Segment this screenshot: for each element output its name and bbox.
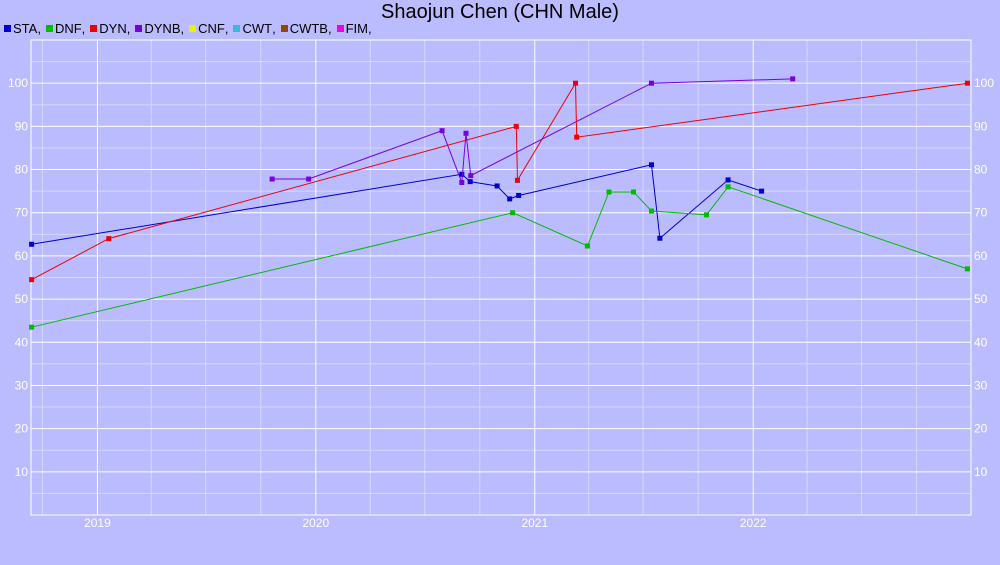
data-point-dnf [648,208,654,214]
y-tick-label-left: 20 [15,422,29,436]
series-line-dyn [31,81,968,281]
y-tick-label-left: 70 [15,206,29,220]
data-point-dnf [964,266,970,272]
data-point-dnf [631,189,637,195]
legend-swatch [90,24,98,32]
data-point-dnf [725,184,731,190]
legend-item-dynb: DYNB, [135,21,184,36]
data-point-dnf [704,212,710,218]
y-tick-label-right: 80 [974,163,988,177]
legend-swatch [4,24,11,32]
legend-item-dnf: DNF, [45,20,86,36]
legend-swatch [45,24,53,32]
data-point-dyn [29,277,35,283]
data-point-sta [494,183,500,189]
legend-separator: , [272,20,276,36]
legend-label: DYN [99,20,127,36]
legend-item-dyn: DYN, [90,21,130,36]
legend-label: CWT [242,20,273,36]
data-point-dynb [459,180,465,185]
legend-separator: , [180,20,185,36]
y-tick-label-left: 50 [15,292,29,306]
y-tick-label-left: 60 [15,249,29,263]
data-point-dyn [572,80,578,86]
data-point-dyn [964,80,970,86]
data-point-dnf [584,243,590,249]
legend-swatch [280,24,288,32]
data-point-sta [507,196,513,202]
y-tick-label-left: 100 [8,76,28,90]
y-tick-label-left: 40 [15,335,29,349]
legend-label: DNF [54,20,82,36]
y-tick-label-right: 70 [974,206,988,220]
data-point-sta [467,179,473,185]
legend-separator: , [126,20,131,36]
data-point-dnf [29,324,35,330]
data-point-dnf [606,189,612,195]
legend-separator: , [368,20,372,36]
y-tick-label-left: 90 [15,119,29,133]
data-point-sta [725,177,731,183]
series-line-sta [31,164,762,245]
chart-title: Shaojun Chen (CHN Male) [381,1,619,23]
data-point-sta [759,188,765,194]
data-point-dyn [106,236,112,242]
y-tick-label-left: 80 [15,163,29,177]
y-tick-label-right: 60 [974,249,988,263]
series-line-dnf [31,186,968,328]
legend-item-cnf: CNF, [189,21,228,36]
legend-swatch [189,24,197,32]
legend-label: STA [13,20,38,36]
data-point-dynb [306,176,312,182]
legend-item-sta: STA, [4,21,41,36]
data-point-dynb [269,176,275,182]
y-tick-label-right: 90 [974,119,988,133]
data-point-dyn [514,177,520,183]
legend-swatch [135,24,143,32]
series-line-dynb [272,78,793,183]
x-tick-label: 2020 [302,516,329,530]
y-tick-label-right: 50 [974,292,988,306]
y-tick-label-right: 20 [974,422,988,436]
data-point-dynb [790,76,796,82]
data-point-dynb [463,130,469,136]
data-point-dnf [510,210,516,216]
legend-separator: , [224,20,229,36]
y-tick-label-left: 10 [15,465,29,479]
data-point-dynb [439,128,445,134]
legend-separator: , [327,20,332,36]
data-point-dyn [513,123,519,129]
legend-swatch [233,24,241,32]
legend-separator: , [81,20,86,36]
data-point-dynb [648,80,654,86]
y-tick-label-right: 100 [974,76,994,90]
y-tick-label-right: 40 [974,335,988,349]
data-point-dyn [574,134,580,140]
y-tick-label-right: 30 [974,378,988,392]
legend-label: DYNB [144,20,181,36]
legend-swatch [336,24,344,32]
legend: STA, DNF, DYN, DYNB, CNF, CWT, CWTB, FIM, [4,20,377,36]
x-tick-label: 2022 [740,516,767,530]
legend-item-cwt: CWT, [233,20,276,36]
y-tick-label-left: 30 [15,378,29,392]
legend-label: CNF [198,20,225,36]
legend-label: FIM [345,20,368,36]
data-point-dynb [468,173,474,179]
legend-item-cwtb: CWTB, [280,20,332,36]
data-point-sta [516,192,522,198]
data-point-sta [648,162,654,168]
y-tick-label-right: 10 [974,465,988,479]
data-point-sta [459,171,465,177]
legend-item-fim: FIM, [336,20,372,36]
legend-separator: , [37,20,41,36]
data-point-sta [657,235,663,241]
legend-label: CWTB [289,20,328,36]
data-point-sta [29,241,35,247]
x-tick-label: 2019 [84,516,111,530]
x-tick-label: 2021 [521,516,548,530]
